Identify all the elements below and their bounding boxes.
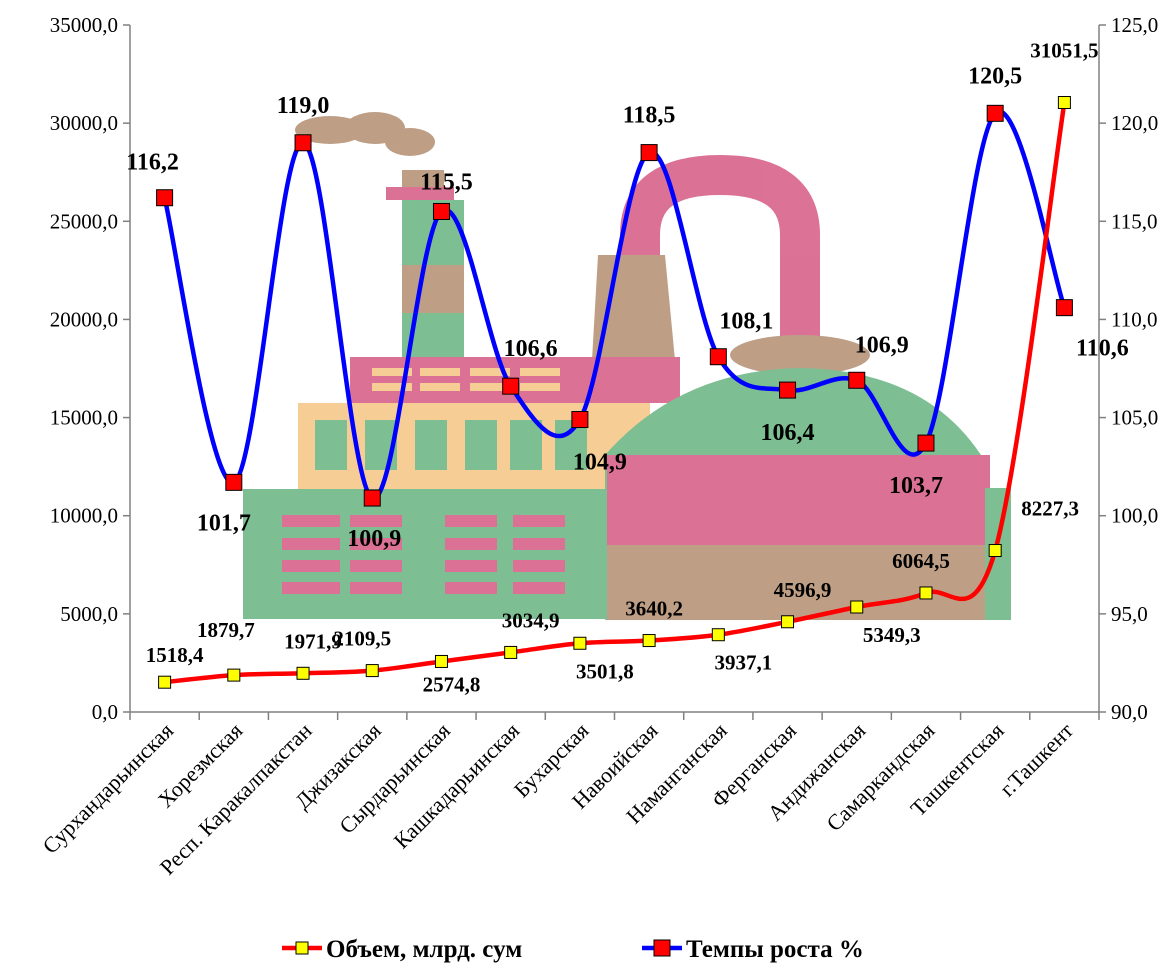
growth-rate-label: 108,1 [719, 309, 773, 335]
volume-label: 1971,9 [284, 629, 342, 653]
right-tick-label: 110,0 [1111, 307, 1157, 331]
growth-rate-point [917, 434, 935, 452]
left-tick-label: 15000,0 [50, 406, 118, 430]
left-tick-label: 20000,0 [50, 307, 118, 331]
legend-volume-marker [295, 941, 309, 955]
growth-rate-point [432, 202, 450, 220]
growth-rate-point [779, 381, 797, 399]
volume-label: 2574,8 [423, 672, 481, 696]
volume-label: 3937,1 [714, 651, 772, 675]
growth-rate-label: 103,7 [889, 473, 943, 499]
volume-label: 5349,3 [863, 623, 921, 647]
series-growth-rate [156, 104, 1073, 507]
series-volume [158, 96, 1071, 689]
volume-point [781, 615, 795, 629]
growth-rate-point [502, 377, 520, 395]
volume-label: 1879,7 [197, 618, 255, 642]
volume-point [919, 586, 933, 600]
growth-rate-point [640, 144, 658, 162]
growth-rate-point [1055, 299, 1073, 317]
category-label: г.Ташкент [995, 718, 1079, 802]
growth-rate-label: 120,5 [968, 63, 1022, 89]
right-tick-label: 95,0 [1111, 602, 1148, 626]
volume-label: 1518,4 [146, 643, 204, 667]
volume-point [573, 636, 587, 650]
volume-label: 31051,5 [1030, 39, 1098, 63]
volume-label: 6064,5 [892, 549, 950, 573]
right-tick-label: 120,0 [1111, 111, 1158, 135]
legend: Объем, млрд. сум Темпы роста % [282, 936, 864, 963]
volume-point [1057, 96, 1071, 110]
right-axis-ticks: 90,0 95,0 100,0 105,0 110,0 115,0 120,0 125,0 [1099, 13, 1158, 724]
right-tick-label: 125,0 [1111, 13, 1158, 37]
growth-rate-label: 110,6 [1076, 336, 1129, 362]
left-tick-label: 30000,0 [50, 111, 118, 135]
growth-rate-label: 119,0 [277, 93, 330, 119]
volume-point [158, 675, 172, 689]
volume-label: 3501,8 [576, 659, 634, 683]
left-tick-label: 5000,0 [60, 602, 118, 626]
growth-rate-point [363, 489, 381, 507]
legend-growth-label: Темпы роста % [686, 936, 864, 963]
volume-point [988, 544, 1002, 558]
right-tick-label: 115,0 [1111, 209, 1157, 233]
growth-rate-label: 106,6 [504, 336, 558, 362]
growth-rate-label: 118,5 [623, 103, 676, 129]
axes [129, 25, 1100, 720]
volume-point [296, 666, 310, 680]
growth-rate-label: 115,5 [420, 169, 473, 195]
right-tick-label: 90,0 [1111, 700, 1148, 724]
left-tick-label: 25000,0 [50, 209, 118, 233]
volume-label: 4596,9 [774, 578, 832, 602]
volume-point [434, 654, 448, 668]
volume-point [365, 664, 379, 678]
growth-rate-label: 100,9 [347, 526, 401, 552]
left-tick-label: 35000,0 [50, 13, 118, 37]
volume-label: 3034,9 [502, 608, 560, 632]
right-tick-label: 105,0 [1111, 406, 1158, 430]
growth-rate-label: 116,2 [126, 150, 179, 176]
legend-growth-marker [653, 939, 671, 957]
growth-rate-point [848, 371, 866, 389]
volume-point [227, 668, 241, 682]
growth-rate-label: 101,7 [197, 510, 251, 536]
category-label: Сурхандарьинская [37, 718, 178, 859]
growth-rate-point [225, 473, 243, 491]
growth-rate-label: 106,4 [761, 420, 815, 446]
legend-volume-label: Объем, млрд. сум [326, 936, 522, 963]
volume-label: 2109,5 [333, 627, 391, 651]
volume-line [164, 102, 1067, 685]
growth-rate-label: 106,9 [855, 332, 909, 358]
left-axis-ticks: 0,0 5000,0 10000,0 15000,0 20000,0 25000,0 300… [50, 13, 130, 724]
category-label: Кашкадарьинская [389, 718, 525, 854]
growth-rate-label: 104,9 [573, 450, 627, 476]
data-labels: 116,2 101,7 119,0 100,9 115,5 106,6 104,9 118,5… [126, 39, 1128, 697]
volume-point [850, 600, 864, 614]
left-tick-label: 10000,0 [50, 504, 118, 528]
growth-rate-point [709, 348, 727, 366]
growth-rate-point [571, 411, 589, 429]
right-tick-label: 100,0 [1111, 504, 1158, 528]
volume-point [642, 634, 656, 648]
volume-point [711, 628, 725, 642]
growth-rate-point [986, 104, 1004, 122]
volume-label: 8227,3 [1021, 497, 1079, 521]
volume-label: 3640,2 [625, 597, 683, 621]
left-tick-label: 0,0 [92, 700, 118, 724]
growth-rate-point [156, 189, 174, 207]
growth-rate-point [294, 134, 312, 152]
volume-point [504, 645, 518, 659]
